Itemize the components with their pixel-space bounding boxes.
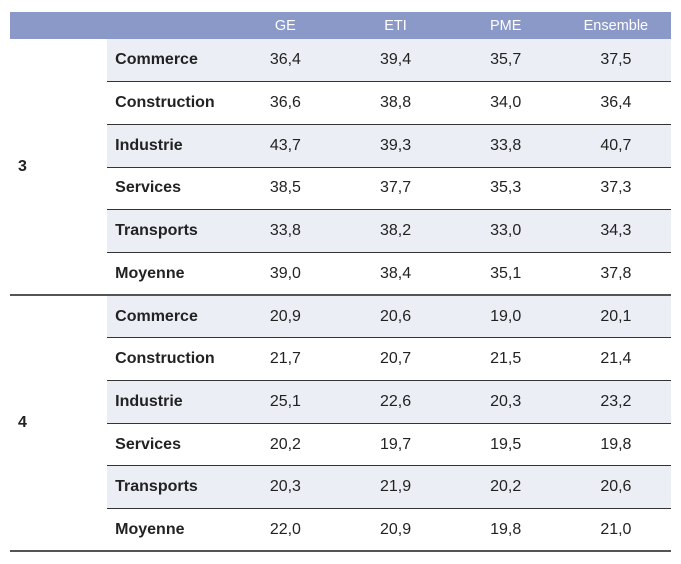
value-cell: 35,7 — [450, 39, 561, 83]
value-cell: 19,7 — [340, 423, 451, 467]
table-row: Transports 20,3 21,9 20,2 20,6 — [10, 465, 671, 510]
sector-label: Transports — [107, 209, 231, 253]
value-cell: 19,0 — [450, 295, 561, 339]
sector-label: Transports — [107, 465, 231, 510]
table-row: Services 20,2 19,7 19,5 19,8 — [10, 423, 671, 467]
value-cell: 20,2 — [450, 465, 561, 510]
value-cell: 37,3 — [560, 167, 671, 211]
group-label: 4 — [10, 295, 108, 553]
sector-label: Moyenne — [107, 252, 231, 297]
value-cell: 35,1 — [450, 252, 561, 297]
table-row: Industrie 25,1 22,6 20,3 23,2 — [10, 380, 671, 424]
value-cell: 21,9 — [340, 465, 451, 510]
value-cell: 37,8 — [560, 252, 671, 297]
sector-label: Industrie — [107, 380, 231, 424]
sector-label: Services — [107, 167, 231, 211]
group-label: 3 — [10, 39, 108, 297]
sector-label: Moyenne — [107, 508, 231, 553]
value-cell: 20,1 — [560, 295, 671, 339]
value-cell: 33,8 — [230, 209, 341, 253]
header-sector-cell — [107, 12, 231, 39]
value-cell: 39,0 — [230, 252, 341, 297]
sector-label: Construction — [107, 337, 231, 381]
value-cell: 20,3 — [230, 465, 341, 510]
value-cell: 38,4 — [340, 252, 451, 297]
value-cell: 38,5 — [230, 167, 341, 211]
value-cell: 36,4 — [230, 39, 341, 83]
table-row: Construction 21,7 20,7 21,5 21,4 — [10, 337, 671, 381]
header-ensemble: Ensemble — [560, 12, 671, 39]
value-cell: 43,7 — [230, 124, 341, 168]
value-cell: 33,0 — [450, 209, 561, 253]
header-ge: GE — [230, 12, 341, 39]
value-cell: 39,3 — [340, 124, 451, 168]
value-cell: 33,8 — [450, 124, 561, 168]
value-cell: 22,6 — [340, 380, 451, 424]
value-cell: 25,1 — [230, 380, 341, 424]
value-cell: 20,3 — [450, 380, 561, 424]
table-header: GE ETI PME Ensemble — [10, 12, 671, 39]
value-cell: 21,4 — [560, 337, 671, 381]
header-row: GE ETI PME Ensemble — [10, 12, 671, 39]
table-row: Transports 33,8 38,2 33,0 34,3 — [10, 209, 671, 253]
table-row: 3 Commerce 36,4 39,4 35,7 37,5 — [10, 39, 671, 297]
value-cell: 20,2 — [230, 423, 341, 467]
value-cell: 38,2 — [340, 209, 451, 253]
value-cell: 20,9 — [340, 508, 451, 553]
value-cell: 21,0 — [560, 508, 671, 553]
value-cell: 34,3 — [560, 209, 671, 253]
value-cell: 39,4 — [340, 39, 451, 83]
value-cell: 37,7 — [340, 167, 451, 211]
value-cell: 20,9 — [230, 295, 341, 339]
sector-label: Commerce — [107, 39, 231, 83]
value-cell: 23,2 — [560, 380, 671, 424]
header-eti: ETI — [340, 12, 451, 39]
sector-label: Industrie — [107, 124, 231, 168]
table-body: 3 Commerce 36,4 39,4 35,7 37,5 Construct… — [10, 39, 671, 553]
value-cell: 21,5 — [450, 337, 561, 381]
sector-label: Services — [107, 423, 231, 467]
table-row: Services 38,5 37,7 35,3 37,3 — [10, 167, 671, 211]
table-row: Industrie 43,7 39,3 33,8 40,7 — [10, 124, 671, 168]
value-cell: 20,7 — [340, 337, 451, 381]
value-cell: 19,8 — [450, 508, 561, 553]
value-cell: 36,6 — [230, 81, 341, 125]
value-cell: 22,0 — [230, 508, 341, 553]
value-cell: 20,6 — [560, 465, 671, 510]
value-cell: 37,5 — [560, 39, 671, 83]
value-cell: 38,8 — [340, 81, 451, 125]
value-cell: 21,7 — [230, 337, 341, 381]
value-cell: 20,6 — [340, 295, 451, 339]
header-group-cell — [10, 12, 108, 39]
value-cell: 19,5 — [450, 423, 561, 467]
table-row: Moyenne 39,0 38,4 35,1 37,8 — [10, 252, 671, 297]
sector-label: Commerce — [107, 295, 231, 339]
table-row: Construction 36,6 38,8 34,0 36,4 — [10, 81, 671, 125]
value-cell: 40,7 — [560, 124, 671, 168]
value-cell: 36,4 — [560, 81, 671, 125]
sector-label: Construction — [107, 81, 231, 125]
value-cell: 35,3 — [450, 167, 561, 211]
table-row: 4 Commerce 20,9 20,6 19,0 20,1 — [10, 295, 671, 553]
value-cell: 19,8 — [560, 423, 671, 467]
table-row: Moyenne 22,0 20,9 19,8 21,0 — [10, 508, 671, 553]
header-pme: PME — [450, 12, 561, 39]
data-table: GE ETI PME Ensemble 3 Commerce 36,4 39,4… — [10, 12, 671, 553]
value-cell: 34,0 — [450, 81, 561, 125]
